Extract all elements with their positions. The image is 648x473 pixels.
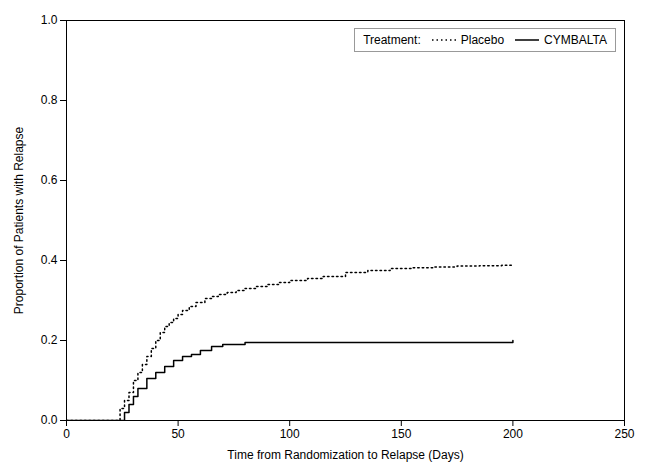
svg-text:1.0: 1.0	[41, 13, 58, 27]
svg-text:Time from Randomization to Rel: Time from Randomization to Relapse (Days…	[227, 448, 463, 462]
html-text:Treatment:: Treatment:	[363, 33, 421, 47]
svg-text:200: 200	[503, 427, 523, 441]
svg-text:0.6: 0.6	[41, 173, 58, 187]
html-text:Placebo: Placebo	[460, 33, 505, 47]
svg-text:250: 250	[614, 427, 634, 441]
svg-text:Proportion of Patients with Re: Proportion of Patients with Relapse	[12, 126, 26, 314]
svg-text:0.0: 0.0	[41, 413, 58, 427]
svg-text:0.8: 0.8	[41, 93, 58, 107]
svg-text:100: 100	[280, 427, 300, 441]
svg-text:150: 150	[391, 427, 411, 441]
svg-text:0: 0	[63, 427, 70, 441]
svg-text:0.4: 0.4	[41, 253, 58, 267]
svg-text:0.2: 0.2	[41, 333, 58, 347]
svg-text:50: 50	[171, 427, 185, 441]
html-text:CYMBALTA: CYMBALTA	[544, 33, 607, 47]
